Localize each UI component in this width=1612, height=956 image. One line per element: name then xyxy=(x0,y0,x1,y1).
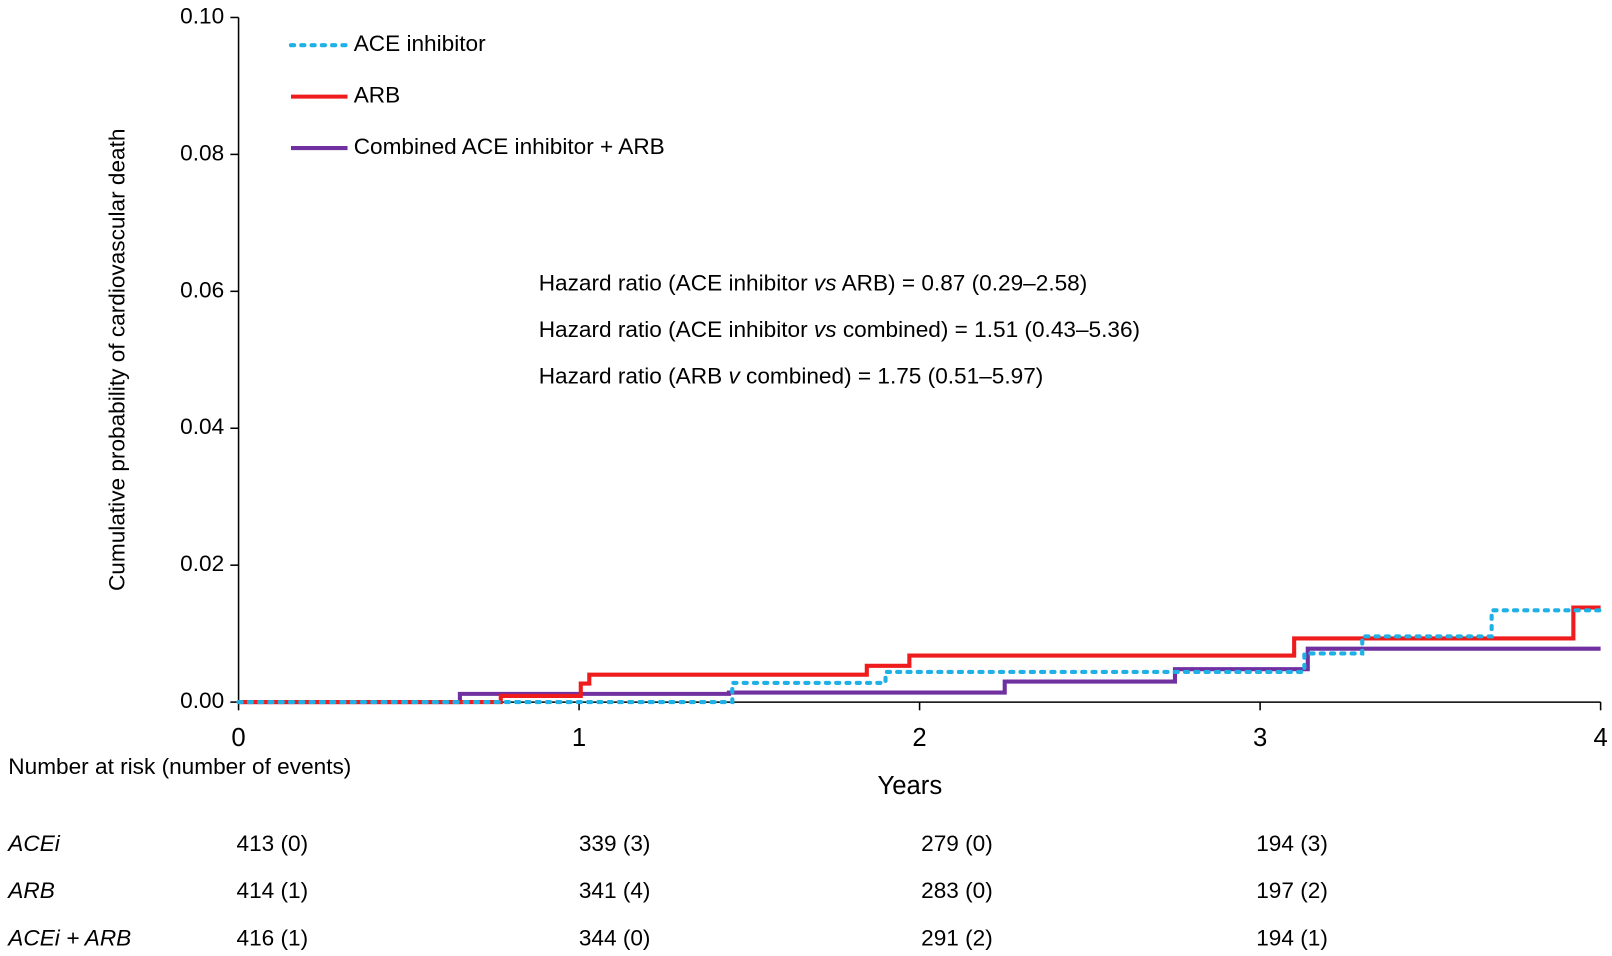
risk-cell: 283 (0) xyxy=(921,878,993,903)
risk-cell: 416 (1) xyxy=(237,926,309,951)
risk-row-label: ACEi xyxy=(6,831,60,856)
annotation-part: v xyxy=(728,363,741,388)
risk-cell: 194 (1) xyxy=(1256,926,1328,951)
risk-row-label: ARB xyxy=(6,878,55,903)
annotation-part: ARB) = 0.87 (0.29–2.58) xyxy=(837,271,1088,296)
x-axis-label: Years xyxy=(877,772,942,800)
x-tick-label: 0 xyxy=(231,724,245,752)
risk-cell: 413 (0) xyxy=(237,831,309,856)
risk-cell: 291 (2) xyxy=(921,926,993,951)
x-tick-label: 3 xyxy=(1253,724,1267,752)
risk-cell: 279 (0) xyxy=(921,831,993,856)
risk-table-title: Number at risk (number of events) xyxy=(8,754,351,779)
annotation: Hazard ratio (ACE inhibitor vs combined)… xyxy=(539,317,1140,342)
risk-cell: 344 (0) xyxy=(579,926,651,951)
annotation-part: vs xyxy=(814,317,837,342)
y-axis-label: Cumulative probability of cardiovascular… xyxy=(104,129,129,591)
x-tick-label: 4 xyxy=(1593,724,1607,752)
annotation-part: combined) = 1.75 (0.51–5.97) xyxy=(740,363,1044,388)
annotation: Hazard ratio (ARB v combined) = 1.75 (0.… xyxy=(539,363,1044,388)
x-tick-label: 2 xyxy=(912,724,926,752)
annotation-part: vs xyxy=(814,271,837,296)
risk-cell: 341 (4) xyxy=(579,878,651,903)
risk-row-label: ACEi + ARB xyxy=(6,926,131,951)
risk-cell: 197 (2) xyxy=(1256,878,1328,903)
x-tick-label: 1 xyxy=(572,724,586,752)
legend-label: ARB xyxy=(354,83,401,108)
legend-label: ACE inhibitor xyxy=(354,31,486,56)
annotation-part: combined) = 1.51 (0.43–5.36) xyxy=(837,317,1141,342)
y-tick-label: 0.08 xyxy=(180,140,224,165)
series-line xyxy=(238,646,1601,705)
y-tick-label: 0.04 xyxy=(180,414,224,439)
y-tick-label: 0.02 xyxy=(180,551,224,576)
legend-label: Combined ACE inhibitor + ARB xyxy=(354,134,665,159)
risk-cell: 339 (3) xyxy=(579,831,651,856)
series-line xyxy=(238,605,1601,705)
risk-cell: 414 (1) xyxy=(237,878,309,903)
annotation-part: Hazard ratio (ARB xyxy=(539,363,729,388)
y-tick-label: 0.00 xyxy=(180,688,224,713)
annotation-part: Hazard ratio (ACE inhibitor xyxy=(539,317,814,342)
annotation: Hazard ratio (ACE inhibitor vs ARB) = 0.… xyxy=(539,271,1088,296)
annotation-part: Hazard ratio (ACE inhibitor xyxy=(539,271,814,296)
y-tick-label: 0.10 xyxy=(180,3,224,28)
y-tick-label: 0.06 xyxy=(180,277,224,302)
risk-cell: 194 (3) xyxy=(1256,831,1328,856)
